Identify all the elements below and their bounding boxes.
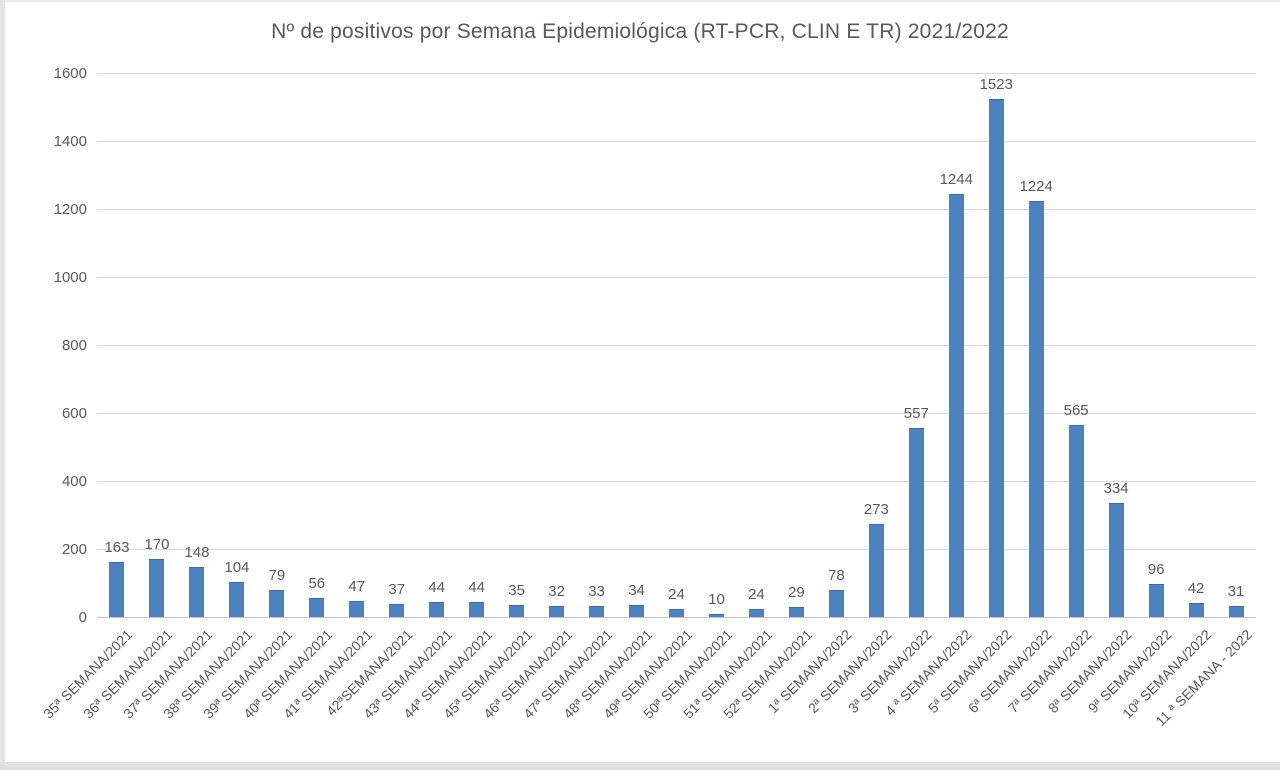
page-edge-top — [0, 0, 1280, 2]
y-axis-tick-label: 600 — [61, 405, 87, 422]
bar-value-label: 44 — [468, 579, 486, 597]
bar — [788, 607, 804, 617]
gridline — [97, 277, 1256, 278]
bar — [1108, 503, 1124, 617]
bar — [1148, 584, 1164, 617]
bar — [229, 581, 245, 617]
y-axis-tick-label: 200 — [61, 541, 87, 558]
bar — [1228, 606, 1244, 617]
bar — [629, 605, 645, 617]
bar-value-label: 79 — [268, 567, 286, 585]
gridline — [97, 413, 1256, 414]
bar-value-label: 10 — [708, 590, 725, 608]
bar — [948, 194, 964, 617]
bar — [469, 602, 485, 617]
bar — [908, 427, 924, 617]
bar-value-label: 37 — [388, 581, 406, 599]
bar-value-label: 31 — [1227, 583, 1245, 601]
x-axis-line — [97, 617, 1256, 618]
bar-value-label: 29 — [788, 584, 805, 602]
y-axis-tick-label: 1200 — [53, 201, 87, 218]
bar-value-label: 273 — [863, 501, 889, 519]
bar-value-label: 33 — [588, 582, 605, 600]
bar — [828, 590, 844, 617]
y-axis-tick-label: 0 — [78, 609, 87, 626]
y-axis-tick-label: 1400 — [53, 133, 87, 150]
bar-value-label: 32 — [548, 583, 565, 601]
bar-value-label: 56 — [308, 574, 326, 592]
gridline — [97, 345, 1256, 346]
y-axis-tick-label: 1600 — [53, 65, 87, 82]
bar-value-label: 44 — [428, 579, 446, 597]
bar-value-label: 35 — [508, 582, 525, 600]
bar — [549, 606, 565, 617]
bar-value-label: 334 — [1103, 480, 1129, 498]
bar — [509, 605, 525, 617]
bar-value-label: 170 — [144, 536, 170, 554]
y-axis-tick-label: 400 — [61, 473, 87, 490]
gridline — [97, 141, 1256, 142]
bar-value-label: 42 — [1187, 579, 1205, 597]
bar-value-label: 24 — [748, 585, 765, 603]
bar — [349, 601, 365, 617]
gridline — [97, 549, 1256, 550]
bar — [389, 604, 405, 617]
gridline — [97, 481, 1256, 482]
bar-value-label: 96 — [1147, 561, 1165, 579]
bar — [1188, 602, 1204, 617]
bar-value-label: 1224 — [1019, 177, 1053, 195]
bar-value-label: 163 — [104, 538, 130, 556]
bar — [708, 613, 724, 617]
bar — [748, 608, 764, 617]
bar-value-label: 34 — [628, 582, 645, 600]
bar — [1068, 424, 1084, 617]
bar — [189, 566, 205, 617]
bar-value-label: 78 — [828, 567, 845, 585]
bar — [1028, 200, 1044, 617]
bar-value-label: 24 — [668, 585, 685, 603]
bar — [149, 559, 165, 617]
gridline — [97, 73, 1256, 74]
y-axis-tick-label: 800 — [61, 337, 87, 354]
chart-title: Nº de positivos por Semana Epidemiológic… — [271, 20, 1009, 43]
bar — [589, 605, 605, 617]
page-edge-left — [0, 0, 5, 770]
bar-value-label: 47 — [348, 578, 366, 596]
bar — [109, 561, 125, 617]
y-axis-tick-label: 1000 — [53, 269, 87, 286]
bar — [429, 602, 445, 617]
bar-value-label: 1244 — [939, 171, 973, 189]
bar — [269, 590, 285, 617]
bar-value-label: 565 — [1063, 401, 1089, 419]
bar — [669, 608, 684, 617]
bar — [868, 524, 884, 617]
bar-value-label: 104 — [224, 558, 250, 576]
bar-value-label: 148 — [184, 543, 210, 561]
bar — [309, 597, 325, 617]
bar-value-label: 1523 — [979, 76, 1013, 94]
page-edge-bottom — [0, 762, 1280, 770]
gridline — [97, 209, 1256, 210]
bar — [988, 99, 1004, 617]
bar-value-label: 557 — [903, 404, 929, 422]
